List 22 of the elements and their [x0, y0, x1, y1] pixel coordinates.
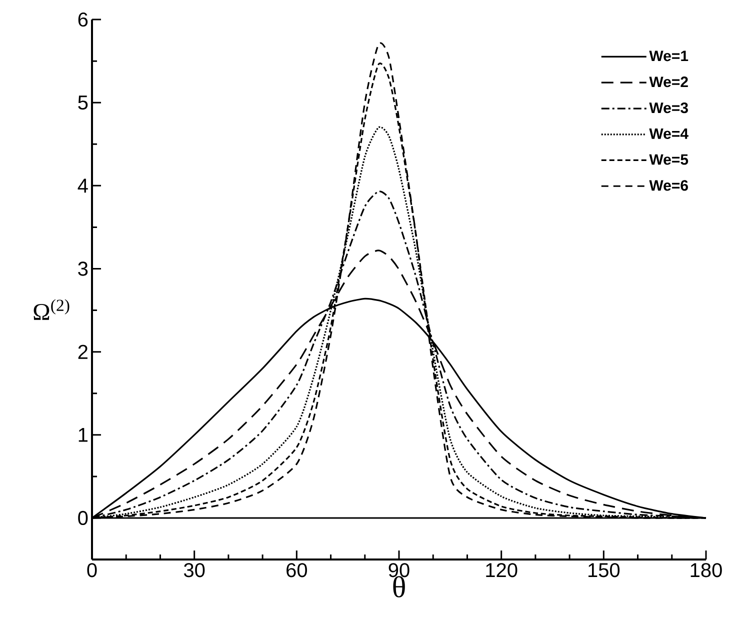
x-tick-label: 150: [588, 563, 620, 578]
y-tick-label: 1: [78, 428, 88, 442]
x-tick-label: 60: [286, 563, 307, 578]
x-tick-label: 120: [486, 563, 518, 578]
y-tick-label: 4: [78, 178, 88, 193]
x-tick-label: 0: [87, 563, 97, 578]
y-tick-label: 3: [78, 262, 88, 276]
legend-label: We=2: [649, 76, 688, 88]
y-tick-label: 5: [78, 96, 88, 110]
x-tick-label: 180: [690, 563, 722, 578]
y-tick-label: 6: [78, 12, 88, 27]
legend-label: We=6: [649, 180, 688, 191]
legend-label: We=1: [649, 50, 688, 62]
y-tick-label: 0: [78, 510, 88, 526]
y-tick-label: 2: [78, 344, 88, 359]
x-tick-label: 90: [388, 563, 410, 578]
y-axis-title: Ω$^{(2)}$: [34, 299, 70, 320]
legend-label: We=3: [649, 102, 688, 114]
legend-label: We=5: [649, 154, 688, 165]
x-tick-label: 30: [184, 563, 205, 578]
legend-label: We=4: [649, 128, 688, 139]
x-axis-title: θ: [393, 576, 405, 598]
